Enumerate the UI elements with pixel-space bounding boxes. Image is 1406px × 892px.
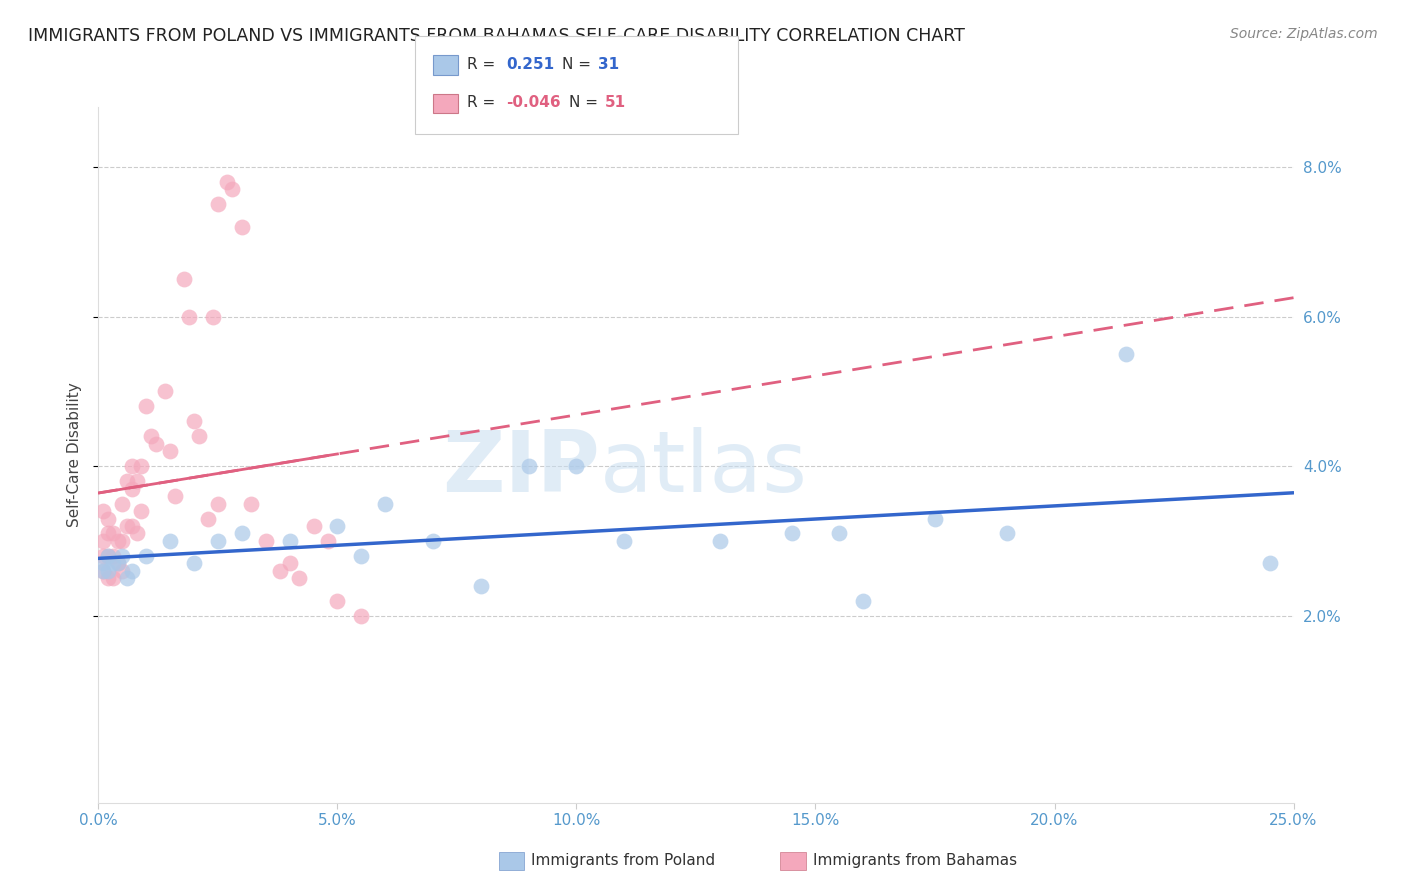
Point xyxy=(111,564,134,578)
Text: Immigrants from Poland: Immigrants from Poland xyxy=(531,854,716,868)
Point xyxy=(121,459,143,474)
Point xyxy=(163,489,186,503)
Point xyxy=(135,399,157,413)
Point xyxy=(326,594,349,608)
Point xyxy=(995,526,1018,541)
Point xyxy=(187,429,209,443)
Point xyxy=(97,571,120,585)
Point xyxy=(278,557,301,571)
Point xyxy=(101,571,124,585)
Point xyxy=(202,310,225,324)
Point xyxy=(125,526,148,541)
Text: Source: ZipAtlas.com: Source: ZipAtlas.com xyxy=(1230,27,1378,41)
Point xyxy=(131,459,153,474)
Point xyxy=(326,519,349,533)
Text: 0.251: 0.251 xyxy=(506,57,554,71)
Point xyxy=(231,526,253,541)
Text: IMMIGRANTS FROM POLAND VS IMMIGRANTS FROM BAHAMAS SELF-CARE DISABILITY CORRELATI: IMMIGRANTS FROM POLAND VS IMMIGRANTS FRO… xyxy=(28,27,965,45)
Point xyxy=(1258,557,1281,571)
Point xyxy=(101,526,124,541)
Point xyxy=(97,549,120,563)
Text: R =: R = xyxy=(467,57,501,71)
Point xyxy=(91,564,114,578)
Point xyxy=(111,533,134,548)
Point xyxy=(115,474,138,488)
Text: atlas: atlas xyxy=(600,427,808,510)
Text: ZIP: ZIP xyxy=(443,427,600,510)
Text: -0.046: -0.046 xyxy=(506,95,561,110)
Point xyxy=(316,533,339,548)
Point xyxy=(139,429,162,443)
Point xyxy=(1115,347,1137,361)
Point xyxy=(207,533,229,548)
Point xyxy=(613,533,636,548)
Point xyxy=(107,557,129,571)
Point xyxy=(101,549,124,563)
Point xyxy=(101,557,124,571)
Point xyxy=(155,384,177,399)
Point xyxy=(240,497,263,511)
Text: Immigrants from Bahamas: Immigrants from Bahamas xyxy=(813,854,1017,868)
Point xyxy=(269,564,291,578)
Point xyxy=(470,579,492,593)
Point xyxy=(121,482,143,496)
Point xyxy=(924,511,946,525)
Text: N =: N = xyxy=(562,57,596,71)
Point xyxy=(179,310,201,324)
Point xyxy=(91,557,114,571)
Point xyxy=(91,564,114,578)
Point xyxy=(107,533,129,548)
Text: R =: R = xyxy=(467,95,501,110)
Point xyxy=(517,459,540,474)
Point xyxy=(115,519,138,533)
Text: 31: 31 xyxy=(598,57,619,71)
Point xyxy=(709,533,731,548)
Point xyxy=(221,182,243,196)
Point xyxy=(97,549,120,563)
Point xyxy=(97,526,120,541)
Point xyxy=(278,533,301,548)
Point xyxy=(111,549,134,563)
Point xyxy=(374,497,396,511)
Point xyxy=(135,549,157,563)
Point xyxy=(288,571,311,585)
Point xyxy=(217,175,239,189)
Point xyxy=(107,557,129,571)
Point xyxy=(125,474,148,488)
Point xyxy=(91,504,114,518)
Point xyxy=(131,504,153,518)
Point xyxy=(91,533,114,548)
Point xyxy=(350,549,373,563)
Text: 51: 51 xyxy=(605,95,626,110)
Point xyxy=(183,557,205,571)
Point xyxy=(97,511,120,525)
Point xyxy=(565,459,588,474)
Point xyxy=(159,444,181,458)
Point xyxy=(207,497,229,511)
Point xyxy=(197,511,219,525)
Point xyxy=(422,533,444,548)
Text: N =: N = xyxy=(569,95,603,110)
Point xyxy=(207,197,229,211)
Point xyxy=(97,564,120,578)
Point xyxy=(828,526,851,541)
Point xyxy=(91,549,114,563)
Point xyxy=(852,594,875,608)
Point xyxy=(780,526,803,541)
Point xyxy=(173,272,195,286)
Point xyxy=(145,436,167,450)
Point xyxy=(254,533,277,548)
Point xyxy=(115,571,138,585)
Point xyxy=(183,414,205,428)
Point xyxy=(302,519,325,533)
Point xyxy=(350,608,373,623)
Y-axis label: Self-Care Disability: Self-Care Disability xyxy=(67,383,83,527)
Point xyxy=(111,497,134,511)
Point xyxy=(121,564,143,578)
Point xyxy=(231,219,253,234)
Point xyxy=(121,519,143,533)
Point xyxy=(159,533,181,548)
